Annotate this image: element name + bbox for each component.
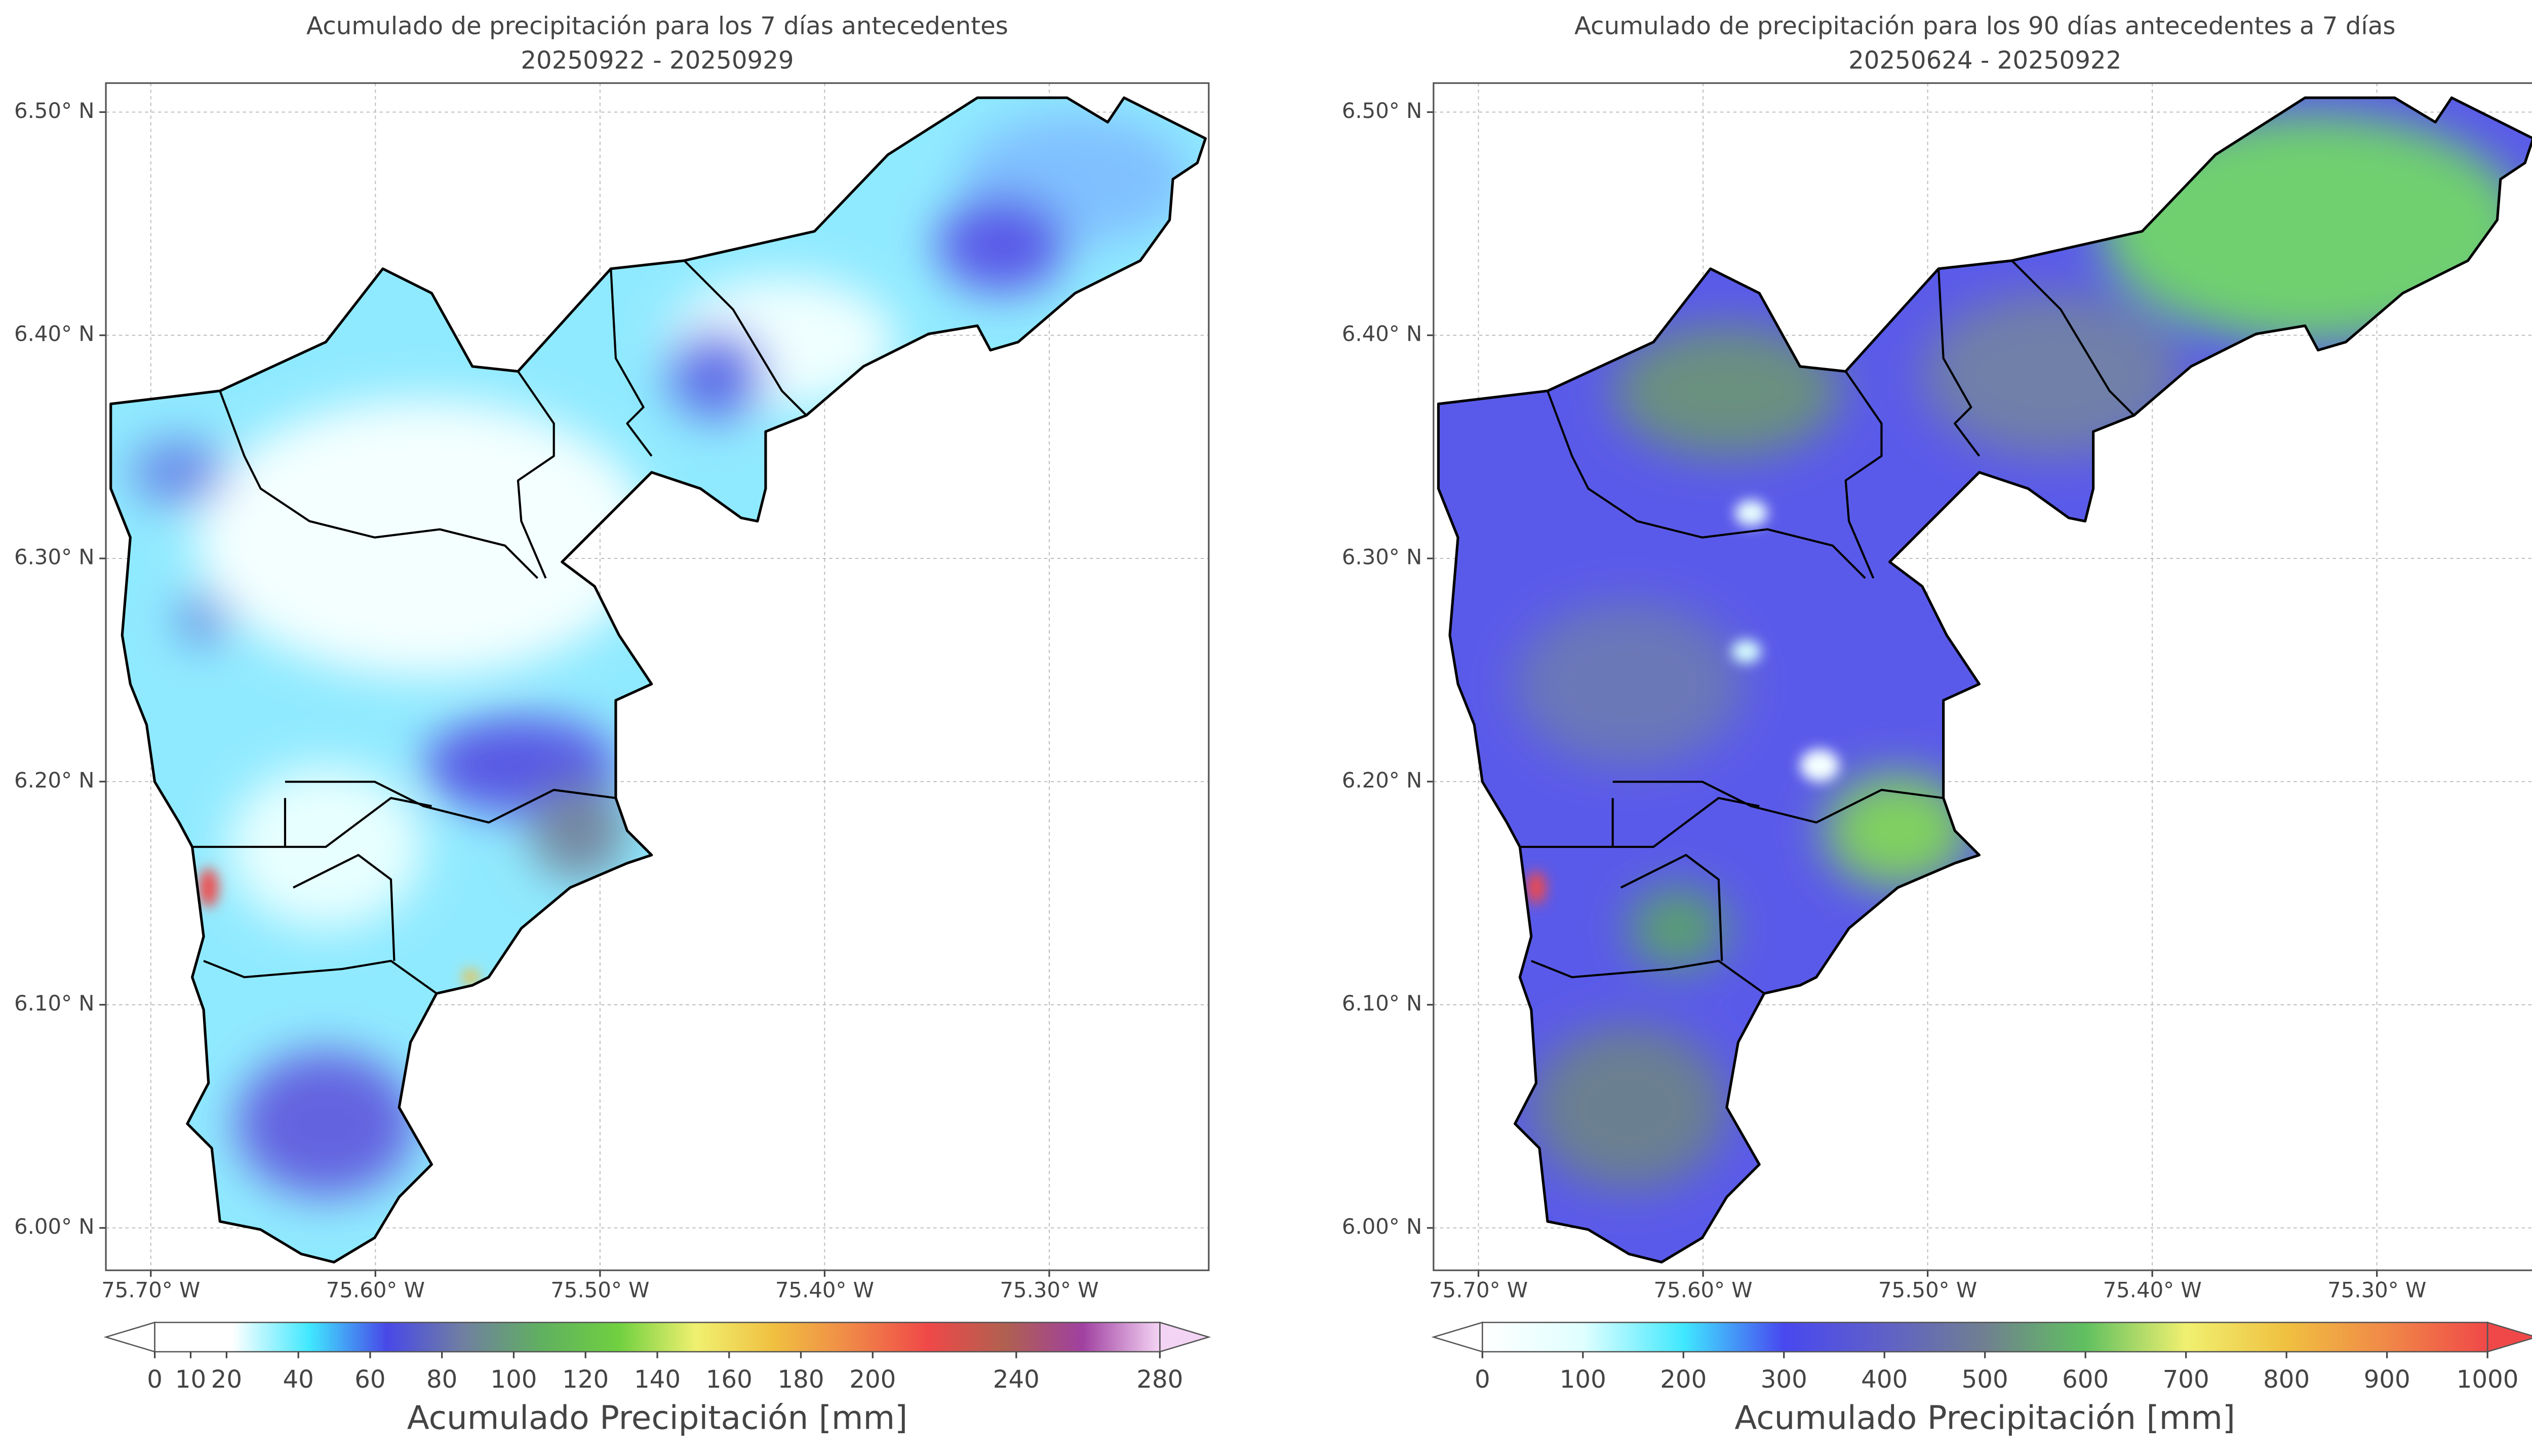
- x-tick-label: 75.30° W: [1000, 1278, 1098, 1303]
- colorbar: [154, 1321, 1161, 1353]
- x-tick-label: 75.60° W: [326, 1278, 425, 1303]
- colorbar-tick-label: 600: [2062, 1365, 2109, 1394]
- panel-subtitle: 20250922 - 20250929: [521, 46, 794, 74]
- x-tick-label: 75.50° W: [1878, 1278, 1977, 1303]
- colorbar-tick-label: 200: [1660, 1365, 1707, 1394]
- colorbar-tick-label: 100: [1560, 1365, 1606, 1394]
- colorbar-label: Acumulado Precipitación [mm]: [407, 1399, 908, 1437]
- colorbar-tick-label: 180: [777, 1365, 824, 1394]
- colorbar-tick-label: 700: [2163, 1365, 2209, 1394]
- colorbar-tick-label: 300: [1761, 1365, 1807, 1394]
- colorbar-tick-label: 10: [175, 1365, 206, 1394]
- y-tick-label: 6.40° N: [1342, 321, 1422, 346]
- colorbar-tick-label: 160: [706, 1365, 753, 1394]
- y-tick-label: 6.50° N: [1342, 98, 1422, 123]
- y-tick-label: 6.10° N: [1342, 991, 1422, 1016]
- x-tick-label: 75.70° W: [101, 1278, 200, 1303]
- x-tick-label: 75.40° W: [2103, 1278, 2202, 1303]
- colorbar-tick-label: 120: [562, 1365, 609, 1394]
- y-tick-label: 6.30° N: [1342, 545, 1422, 570]
- colorbar-tick-label: 0: [1475, 1365, 1490, 1394]
- panel-title: Acumulado de precipitación para los 7 dí…: [306, 12, 1008, 41]
- panel-title: Acumulado de precipitación para los 90 d…: [1574, 12, 2396, 41]
- x-tick-label: 75.30° W: [2327, 1278, 2426, 1303]
- colorbar-tick-label: 900: [2364, 1365, 2410, 1394]
- x-tick-label: 75.50° W: [550, 1278, 649, 1303]
- colorbar-tick-label: 1000: [2457, 1365, 2519, 1394]
- y-tick-label: 6.40° N: [14, 321, 95, 346]
- colorbar-tick-label: 400: [1861, 1365, 1908, 1394]
- colorbar-tick-label: 100: [490, 1365, 537, 1394]
- colorbar-tick-label: 40: [283, 1365, 313, 1394]
- y-tick-label: 6.30° N: [14, 545, 95, 570]
- y-tick-label: 6.20° N: [14, 767, 95, 792]
- x-tick-label: 75.60° W: [1653, 1278, 1752, 1303]
- colorbar-tick-label: 20: [211, 1365, 242, 1394]
- colorbar-extend-high: [1159, 1321, 1211, 1353]
- colorbar-tick-label: 60: [354, 1365, 385, 1394]
- colorbar-extend-low: [103, 1321, 155, 1353]
- colorbar-tick-label: 0: [147, 1365, 163, 1394]
- colorbar-extend-high: [2486, 1321, 2532, 1353]
- y-tick-label: 6.10° N: [14, 991, 95, 1016]
- colorbar-tick-label: 200: [849, 1365, 896, 1394]
- panel-subtitle: 20250624 - 20250922: [1848, 46, 2121, 74]
- y-tick-label: 6.00° N: [14, 1214, 95, 1239]
- colorbar-tick-label: 240: [993, 1365, 1040, 1394]
- colorbar-tick-label: 800: [2263, 1365, 2310, 1394]
- x-tick-label: 75.70° W: [1429, 1278, 1528, 1303]
- axes-frame: [105, 82, 1210, 1271]
- x-tick-label: 75.40° W: [775, 1278, 874, 1303]
- colorbar-tick-label: 80: [426, 1365, 457, 1394]
- y-tick-label: 6.00° N: [1342, 1214, 1422, 1239]
- colorbar-tick-label: 500: [1962, 1365, 2008, 1394]
- colorbar-extend-low: [1431, 1321, 1483, 1353]
- colorbar-tick-label: 140: [634, 1365, 681, 1394]
- axes: Acumulado de precipitación para los 7 dí…: [14, 12, 2532, 1437]
- colorbar-tick-label: 280: [1136, 1365, 1183, 1394]
- axes-frame: [1433, 82, 2532, 1271]
- colorbar: [1482, 1321, 2488, 1353]
- y-tick-label: 6.50° N: [14, 98, 95, 123]
- colorbar-label: Acumulado Precipitación [mm]: [1734, 1399, 2235, 1437]
- y-tick-label: 6.20° N: [1342, 767, 1422, 792]
